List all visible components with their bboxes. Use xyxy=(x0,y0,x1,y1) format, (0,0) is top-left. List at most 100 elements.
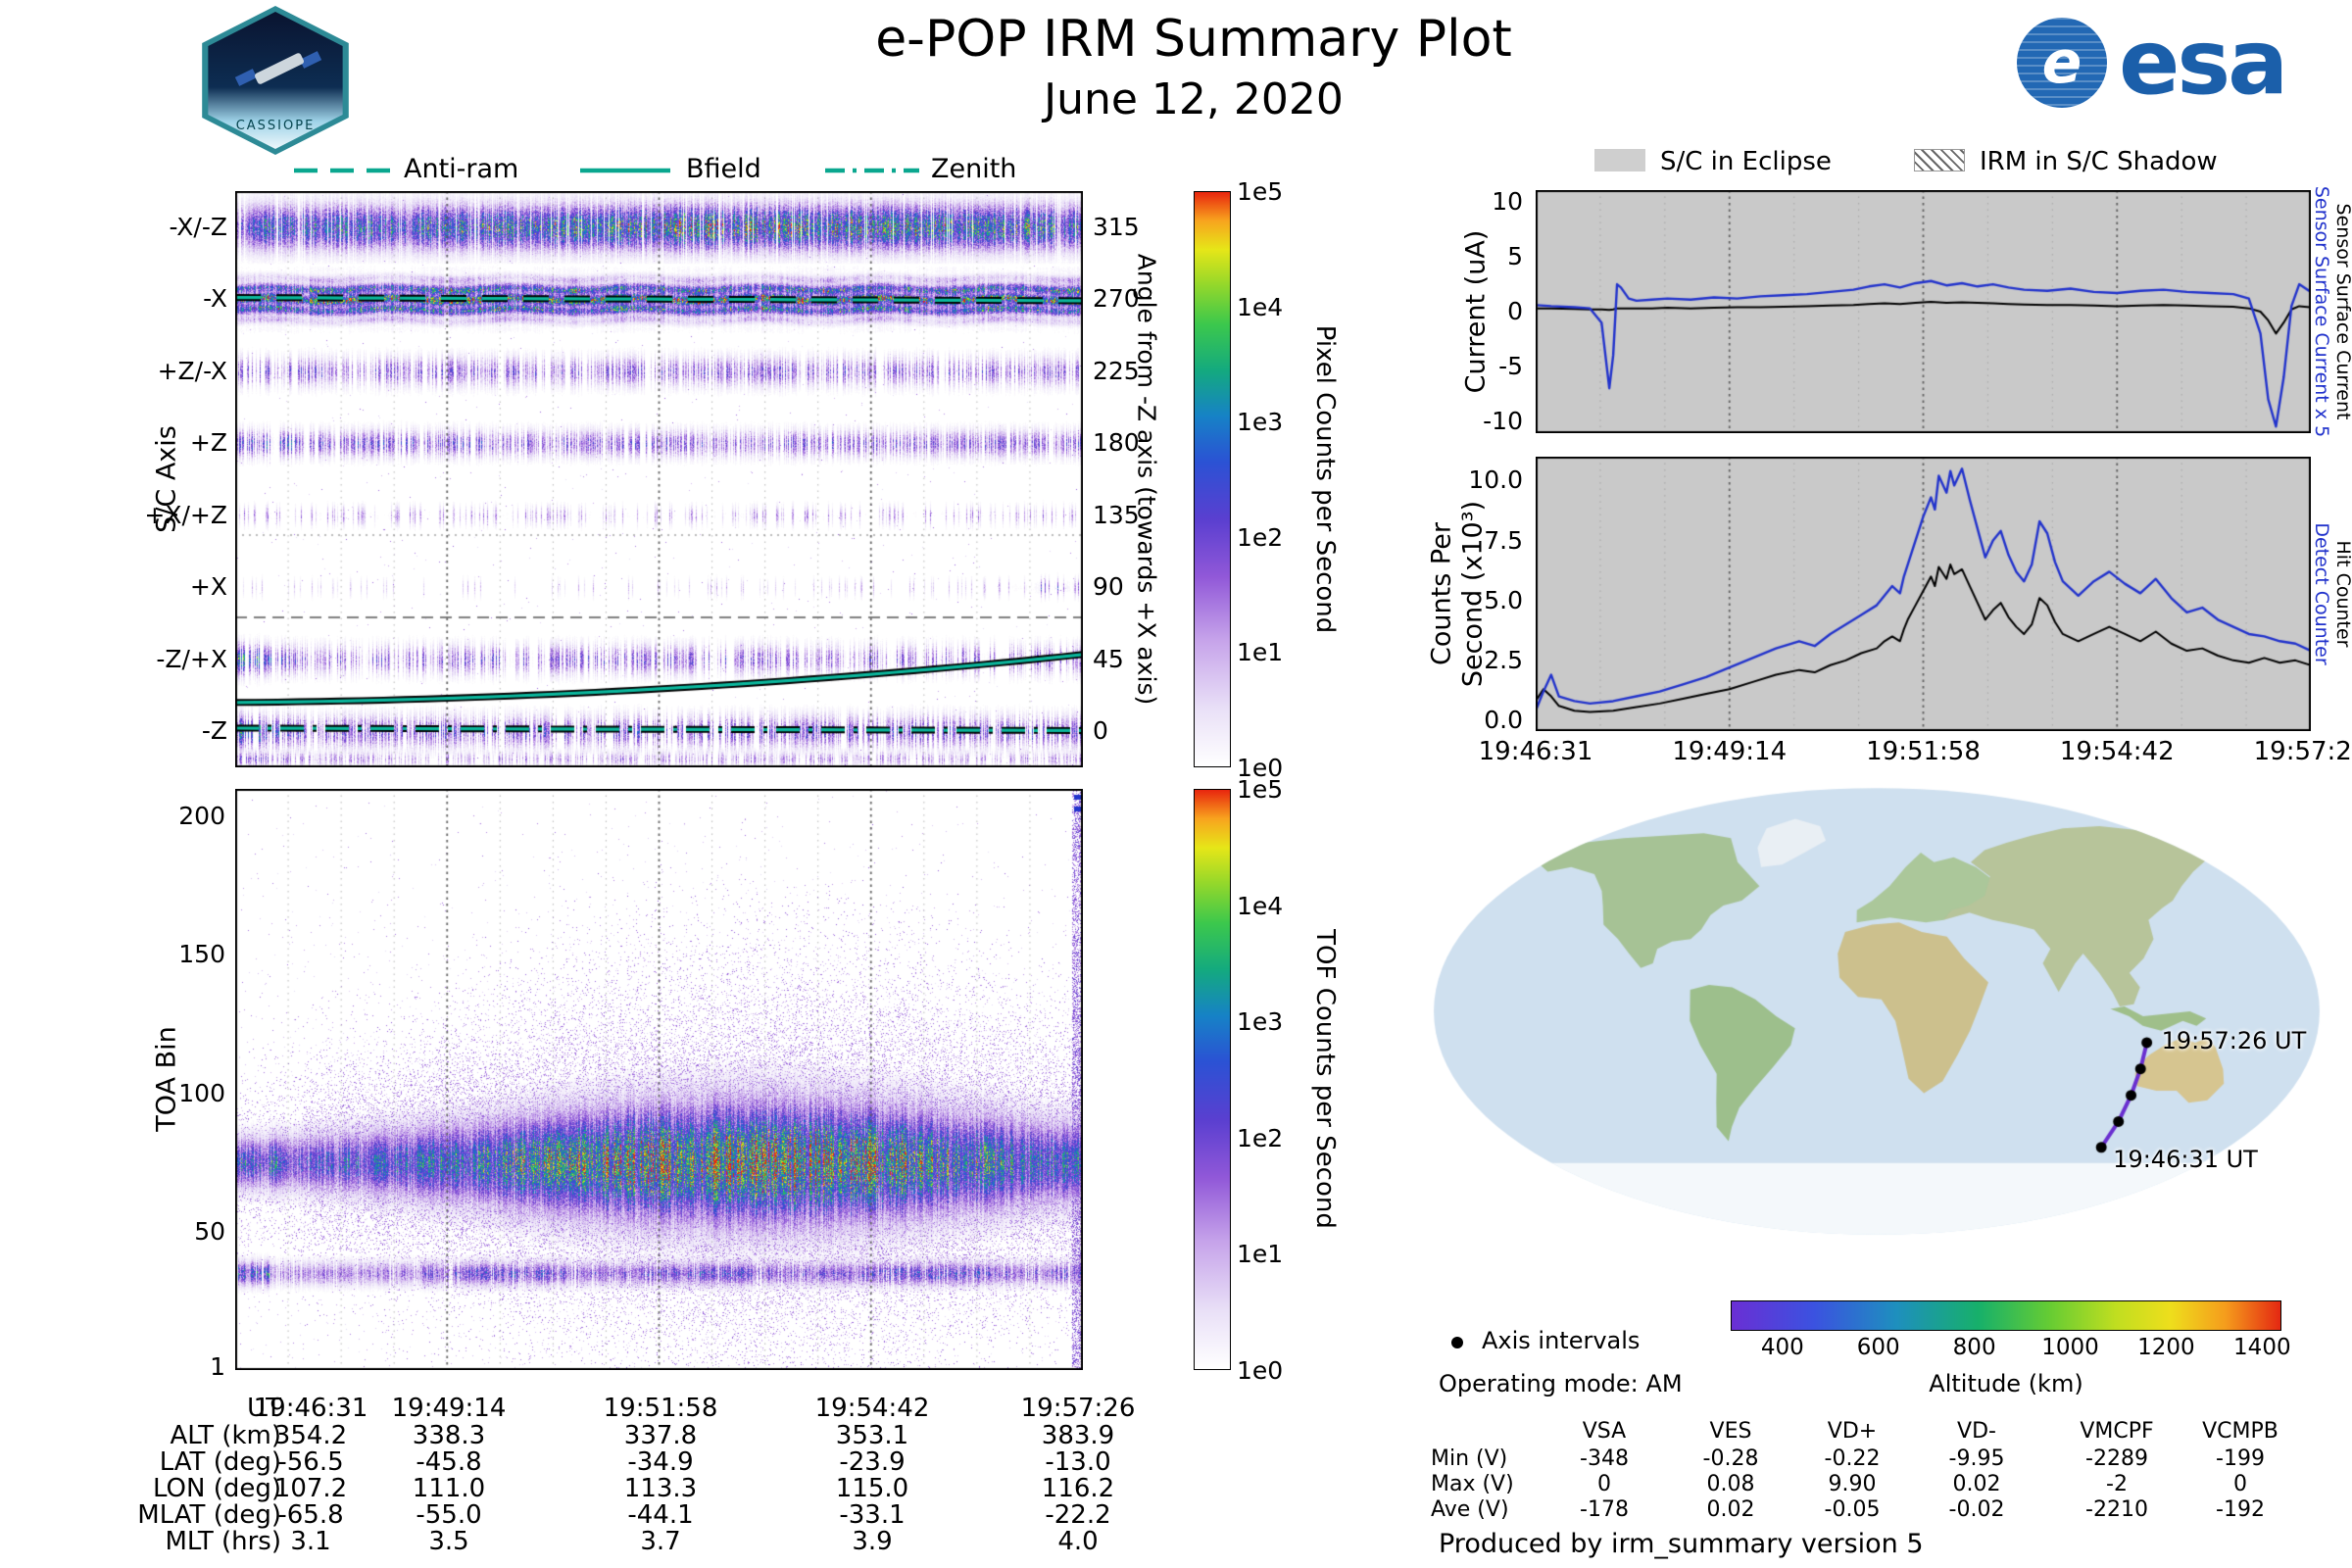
sc-axis-tick-label: +Z/-X xyxy=(157,356,227,385)
pixel-colorbar-tick-label: 1e1 xyxy=(1237,638,1284,667)
toa-tick-label: 150 xyxy=(178,940,225,969)
page-title: e-POP IRM Summary Plot xyxy=(875,10,1512,69)
ephemeris-cell: 337.8 xyxy=(623,1421,698,1450)
ephemeris-cell: 19:57:26 xyxy=(1020,1394,1136,1423)
ephemeris-row-label: LON (deg) xyxy=(152,1474,281,1503)
time-xtick-label: 19:46:31 xyxy=(1478,737,1593,766)
ephemeris-cell: 354.2 xyxy=(273,1421,348,1450)
ephemeris-cell: 4.0 xyxy=(1057,1527,1099,1556)
ephemeris-cell: 3.1 xyxy=(290,1527,331,1556)
voltage-column-header: VD- xyxy=(1957,1419,1996,1444)
ephemeris-cell: -55.0 xyxy=(416,1500,482,1530)
ephemeris-cell: -23.9 xyxy=(839,1447,906,1477)
ephemeris-cell: 3.9 xyxy=(852,1527,893,1556)
time-xtick-label: 19:51:58 xyxy=(1866,737,1981,766)
ephemeris-cell: 19:46:31 xyxy=(253,1394,368,1423)
pixel-colorbar-label: Pixel Counts per Second xyxy=(1310,324,1340,634)
current-plot-canvas xyxy=(1536,190,2311,433)
ephemeris-cell: 19:51:58 xyxy=(603,1394,718,1423)
antiram-line-icon xyxy=(294,168,392,173)
esa-e-glyph: e xyxy=(2041,28,2082,97)
sc-axis-tick-label: -Z xyxy=(201,716,227,746)
operating-mode-label: Operating mode: AM xyxy=(1439,1370,1683,1397)
counts-ytick-label: 0.0 xyxy=(1484,705,1523,734)
current-ytick-label: -5 xyxy=(1498,351,1523,380)
ephemeris-row-label: LAT (deg) xyxy=(159,1447,281,1477)
shadow-legend-swatch xyxy=(1914,149,1965,172)
ephemeris-cell: -45.8 xyxy=(416,1447,482,1477)
voltage-column-header: VD+ xyxy=(1827,1419,1878,1444)
voltage-cell: -0.28 xyxy=(1702,1446,1759,1471)
altitude-tick-label: 1200 xyxy=(2137,1335,2195,1360)
ephemeris-cell: 113.3 xyxy=(623,1474,698,1503)
angle-axis-label: Angle from -Z axis (towards +X axis) xyxy=(1132,253,1161,706)
ephemeris-cell: -44.1 xyxy=(627,1500,694,1530)
ephemeris-cell: -34.9 xyxy=(627,1447,694,1477)
altitude-colorbar-label: Altitude (km) xyxy=(1929,1370,2083,1397)
voltage-cell: -0.02 xyxy=(1948,1497,2005,1522)
ephemeris-cell: 383.9 xyxy=(1041,1421,1115,1450)
detect-counter-label: Detect Counter xyxy=(2311,522,2332,665)
ephemeris-cell: 19:49:14 xyxy=(391,1394,507,1423)
esa-logo: e esa xyxy=(2017,18,2340,112)
voltage-cell: -2289 xyxy=(2085,1446,2148,1471)
tof-colorbar-tick-label: 1e5 xyxy=(1237,775,1284,804)
ephemeris-cell: 3.5 xyxy=(428,1527,469,1556)
pixel-colorbar-tick-label: 1e5 xyxy=(1237,177,1284,206)
ephemeris-cell: -22.2 xyxy=(1045,1500,1111,1530)
altitude-tick-label: 800 xyxy=(1952,1335,1996,1360)
angle-tick-label: 135 xyxy=(1093,500,1140,529)
tof-colorbar-tick-label: 1e1 xyxy=(1237,1240,1284,1269)
sc-axis-tick-label: -X xyxy=(203,284,227,314)
time-xtick-label: 19:49:14 xyxy=(1672,737,1788,766)
voltage-cell: -9.95 xyxy=(1948,1446,2005,1471)
eclipse-legend-swatch xyxy=(1594,149,1645,172)
eclipse-legend-label: S/C in Eclipse xyxy=(1660,147,1832,176)
cassiope-mission-patch: CASSIOPE xyxy=(202,6,349,155)
ephemeris-row-label: ALT (km) xyxy=(170,1421,281,1450)
cassiope-logo-label: CASSIOPE xyxy=(235,119,316,133)
angle-tick-label: 270 xyxy=(1093,284,1140,314)
ephemeris-cell: 338.3 xyxy=(412,1421,486,1450)
bfield-line-icon xyxy=(580,168,670,173)
hit-counter-label: Hit Counter xyxy=(2332,540,2352,648)
voltage-row-label: Ave (V) xyxy=(1431,1497,1509,1522)
ground-track-map-canvas xyxy=(1422,783,2331,1240)
ephemeris-cell: 3.7 xyxy=(640,1527,681,1556)
voltage-cell: 0.08 xyxy=(1706,1472,1755,1496)
ephemeris-row-label: UT xyxy=(247,1394,281,1423)
page-date: June 12, 2020 xyxy=(1044,74,1344,124)
tof-colorbar-tick-label: 1e0 xyxy=(1237,1356,1284,1385)
ephemeris-cell: 19:54:42 xyxy=(814,1394,930,1423)
current-ytick-label: 5 xyxy=(1507,242,1523,271)
sc-axis-tick-label: -Z/+X xyxy=(156,644,227,673)
voltage-row-label: Max (V) xyxy=(1431,1472,1514,1496)
voltage-column-header: VCMPB xyxy=(2202,1419,2278,1444)
ephemeris-cell: 116.2 xyxy=(1041,1474,1115,1503)
sc-axis-tick-label: +X xyxy=(189,572,227,602)
voltage-column-header: VES xyxy=(1709,1419,1752,1444)
cassiope-patch-art: CASSIOPE xyxy=(208,12,343,149)
pixel-colorbar-tick-label: 1e4 xyxy=(1237,292,1284,321)
produced-by-label: Produced by irm_summary version 5 xyxy=(1439,1529,1924,1559)
ephemeris-cell: 115.0 xyxy=(835,1474,909,1503)
sc-axis-tick-label: -X/-Z xyxy=(169,212,227,241)
voltage-cell: -0.05 xyxy=(1824,1497,1881,1522)
satellite-icon xyxy=(254,52,305,85)
current-ytick-label: 10 xyxy=(1492,187,1523,217)
counts-ytick-label: 7.5 xyxy=(1484,525,1523,555)
altitude-colorbar xyxy=(1731,1300,2281,1331)
altitude-tick-label: 1000 xyxy=(2041,1335,2099,1360)
counts-ytick-label: 5.0 xyxy=(1484,585,1523,614)
tof-colorbar-tick-label: 1e2 xyxy=(1237,1123,1284,1152)
voltage-cell: 9.90 xyxy=(1828,1472,1877,1496)
toa-spectrogram-canvas xyxy=(235,789,1083,1370)
altitude-tick-label: 1400 xyxy=(2233,1335,2291,1360)
antiram-legend-label: Anti-ram xyxy=(404,154,519,184)
pixel-colorbar-tick-label: 1e3 xyxy=(1237,408,1284,437)
counts-ytick-label: 10.0 xyxy=(1468,466,1523,495)
sensor-current-x5-label: Sensor Surface Current x 5 xyxy=(2311,185,2332,438)
axis-intervals-dot-icon xyxy=(1451,1337,1463,1348)
voltage-cell: 0 xyxy=(2233,1472,2247,1496)
time-xtick-label: 19:57:26 xyxy=(2253,737,2352,766)
